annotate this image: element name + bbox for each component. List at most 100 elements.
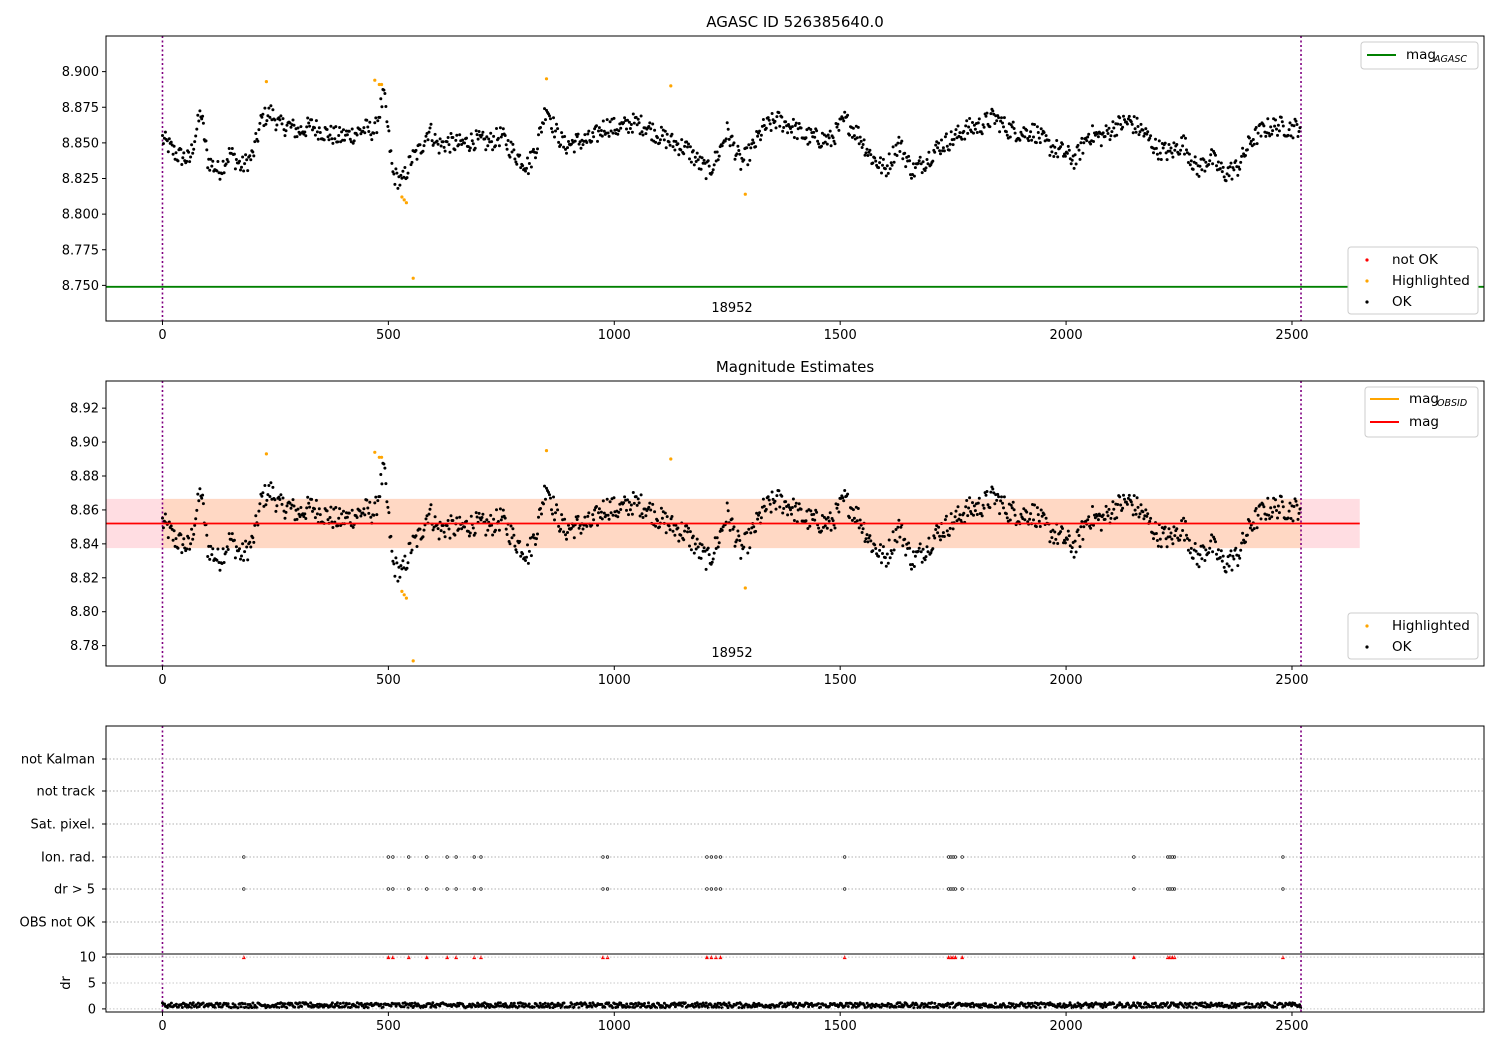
ok-point [1039,508,1043,512]
dr-point [794,1001,798,1005]
ok-point [311,128,314,132]
ok-point [825,142,829,146]
dr-point [680,1004,684,1008]
flag-point [949,855,953,859]
dr-point [332,1005,336,1009]
ok-point [605,497,609,501]
ok-point [799,507,803,511]
ok-point [315,512,319,516]
dr-point [1034,1006,1038,1009]
ok-point [260,115,264,119]
flag-point [709,855,714,859]
dr-point [865,1001,869,1005]
ok-point [908,159,912,163]
ok-point [1157,139,1161,143]
legend-sub-agasc: AGASC [1433,54,1467,65]
flag-point [445,887,449,891]
ok-point [777,111,781,115]
ok-point [536,532,539,536]
ok-point [1275,127,1278,131]
ok-point [244,539,248,543]
ok-point [196,113,200,117]
ok-point [567,140,570,143]
ok-point [409,551,413,555]
dr-point [662,1001,666,1005]
ok-point [1288,501,1292,505]
ok-point [512,148,516,152]
ok-point [940,138,943,142]
ok-point [721,525,725,529]
ok-point [455,133,459,137]
ok-point [437,537,441,541]
ok-point [865,147,869,151]
ok-point [1256,513,1260,517]
ok-point [215,558,219,562]
ok-point [1252,527,1256,531]
ok-point [1078,157,1082,161]
ok-point [436,142,440,146]
ok-point [338,126,342,129]
ok-point [1178,152,1182,156]
ok-point [908,546,912,550]
ok-point [1002,506,1005,510]
dr-point [1160,1005,1164,1009]
ok-point [1155,152,1159,156]
ok-point [591,131,595,135]
ok-point [497,144,501,148]
ok-point [337,516,341,520]
ok-point [473,531,477,535]
ok-point [455,516,459,520]
ok-point [900,139,904,143]
ok-point [401,169,405,173]
ok-point [751,138,755,142]
ok-point [790,125,794,129]
ok-point [1255,142,1259,146]
ok-point [794,121,798,125]
ok-point [1067,148,1071,152]
ok-point [641,133,645,137]
ok-point [981,503,985,507]
ok-point [1182,134,1186,138]
ok-point [1228,165,1232,169]
ok-point [426,138,430,142]
dr-point [683,1001,687,1005]
ok-point [410,160,414,164]
ok-point [1210,533,1214,537]
ok-point [460,527,464,531]
ok-point [920,171,924,175]
ok-point [285,123,289,127]
ok-point [525,166,528,170]
ok-point [1204,548,1208,552]
ok-point [226,160,230,164]
ok-point [622,121,626,125]
ok-point [947,148,951,152]
ok-point [165,139,169,143]
ok-point [549,496,552,500]
dr-point [1283,1004,1287,1008]
ok-point [1035,506,1039,510]
ok-point [285,504,289,508]
ok-point [185,159,189,163]
ok-point [460,143,464,146]
dr-point [570,1002,574,1006]
ok-point [331,141,335,145]
ok-point [1118,495,1122,499]
ok-point [616,132,620,136]
ok-point [889,549,893,553]
ok-point [953,132,957,136]
ok-point [486,528,490,532]
ok-point [668,528,672,532]
ok-point [757,513,760,517]
ok-point [542,502,545,506]
ok-point [521,164,525,168]
ok-point [1295,123,1299,126]
ok-point [1221,554,1225,558]
ok-point [1193,155,1197,159]
ok-point [240,554,243,558]
ok-point [1033,123,1036,126]
ok-point [856,125,860,129]
ok-point [694,547,698,551]
ok-point [196,492,200,496]
ok-point [1156,544,1160,548]
ok-point [585,524,589,528]
